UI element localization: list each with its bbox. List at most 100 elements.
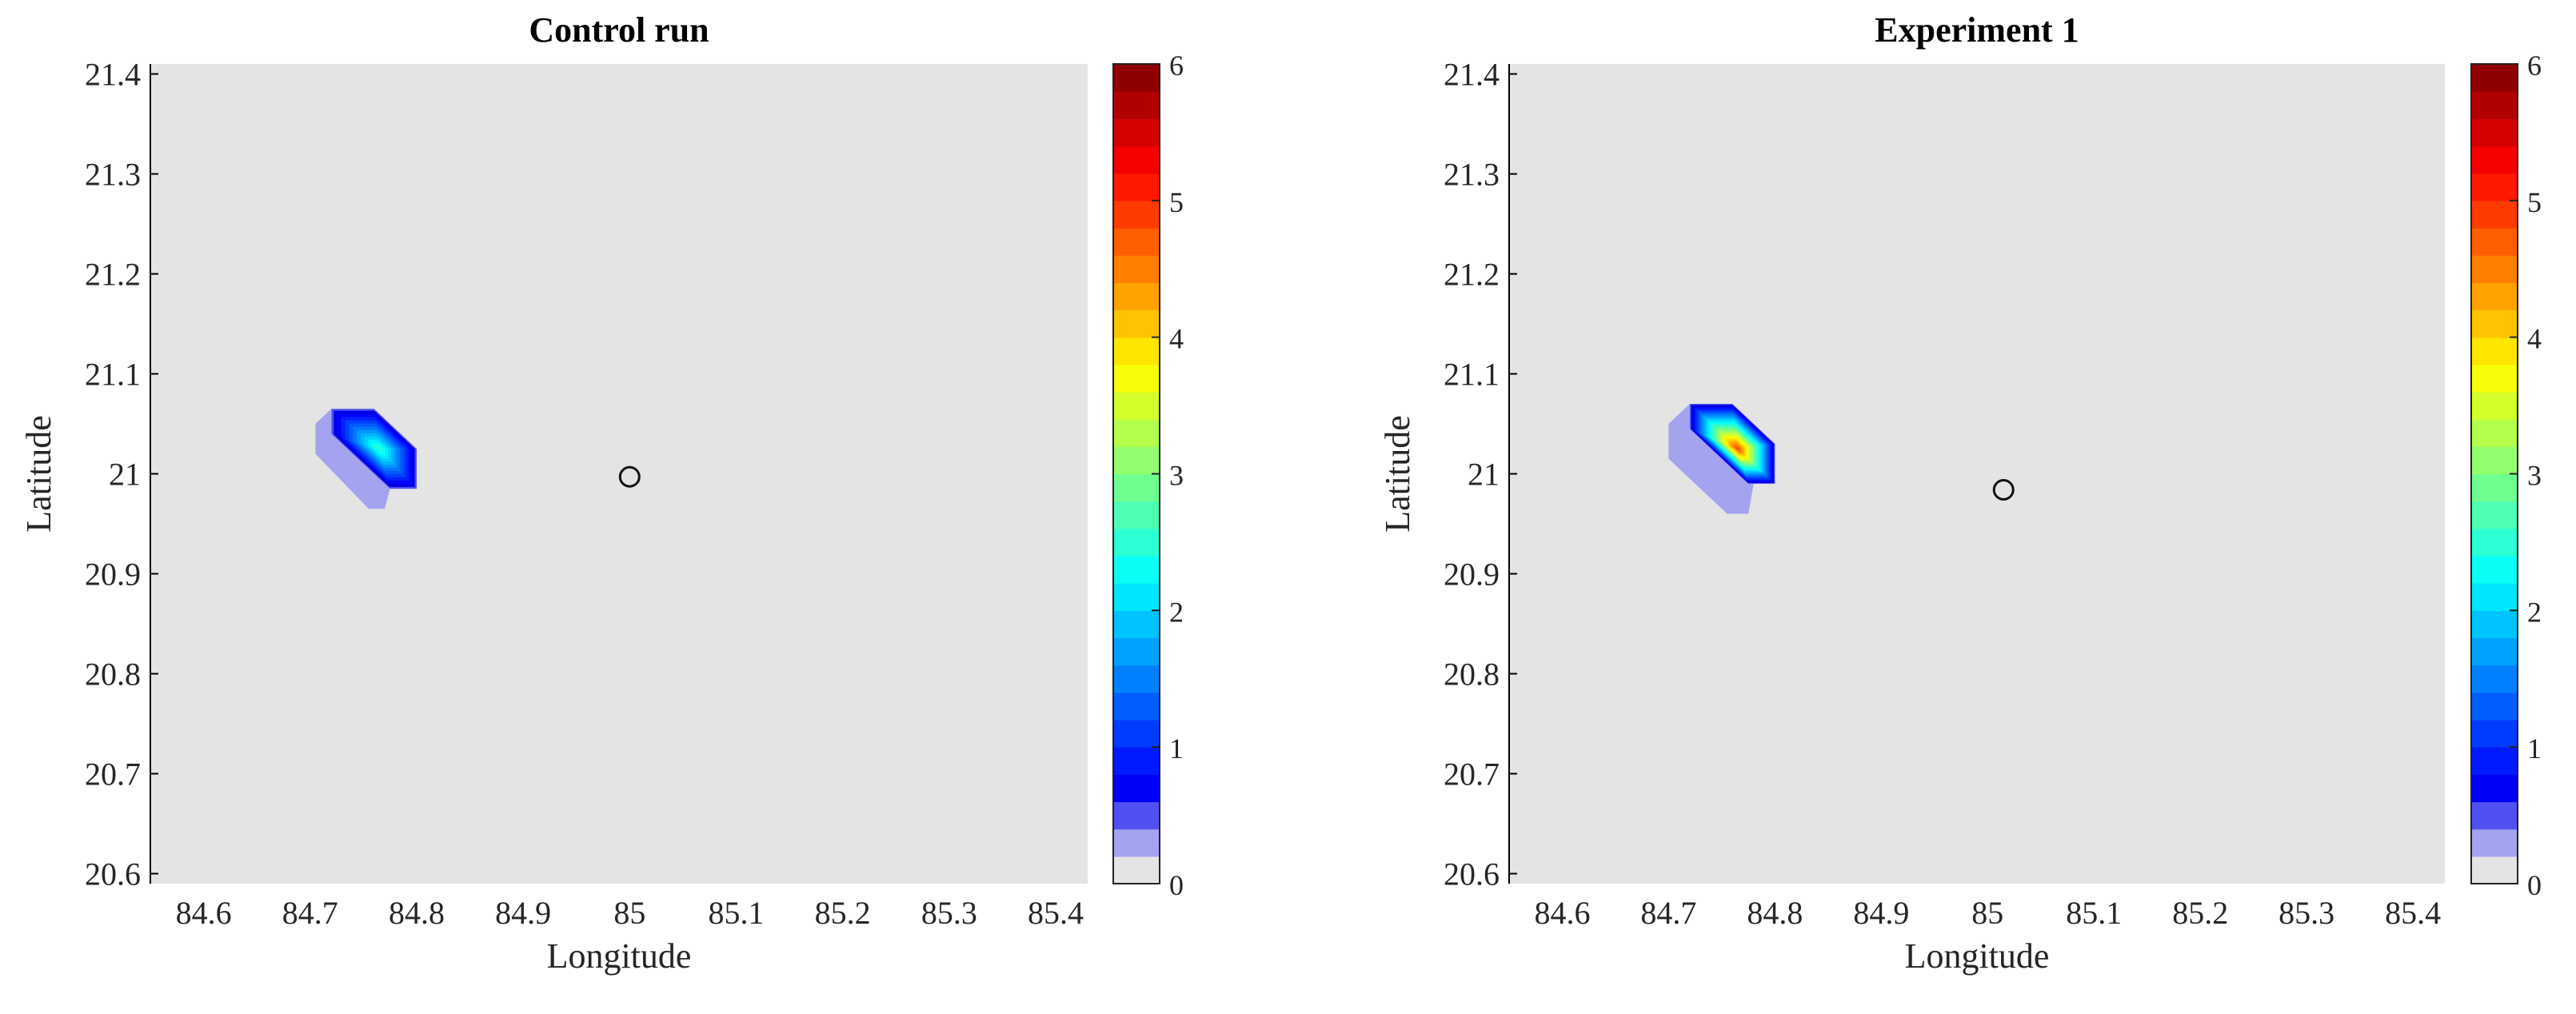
x-tick-label: 84.6: [1534, 895, 1590, 931]
y-tick-label: 21: [109, 457, 141, 493]
colorbar-segment: [1113, 419, 1160, 447]
y-axis-label: Latitude: [1378, 415, 1417, 533]
colorbar-segment: [2471, 118, 2518, 147]
colorbar-segment: [1113, 610, 1160, 639]
colorbar-tick-label: 5: [1169, 186, 1184, 218]
colorbar-segment: [2471, 528, 2518, 557]
colorbar: 0 1 2 3 4 5 6: [1112, 50, 1184, 901]
colorbar-segment: [1113, 637, 1160, 666]
colorbar-tick-label: 4: [1169, 323, 1184, 355]
contour-fringe-region: [315, 409, 390, 509]
colorbar: 0 1 2 3 4 5 6: [2470, 50, 2542, 901]
colorbar-segment: [1113, 392, 1160, 420]
colorbar-segment: [1113, 446, 1160, 475]
colorbar-tick-label: 1: [1169, 733, 1184, 764]
colorbar-tick-label: 5: [2527, 186, 2542, 218]
x-tick-label: 85: [1971, 895, 2003, 931]
colorbar-segment: [2471, 255, 2518, 283]
colorbar-segment: [2471, 556, 2518, 584]
x-tick-label: 84.6: [176, 895, 232, 931]
colorbar-tick-label: 1: [2527, 733, 2542, 764]
colorbar-segment: [1113, 856, 1160, 884]
colorbar-tick-label: 6: [2527, 50, 2542, 82]
colorbar-segment: [2471, 309, 2518, 338]
colorbar-segment: [2471, 774, 2518, 803]
colorbar-segment: [1113, 255, 1160, 283]
colorbar-segment: [1113, 64, 1160, 92]
colorbar-segment: [1113, 583, 1160, 611]
y-tick-label: 21.1: [1444, 357, 1500, 393]
colorbar-segment: [1113, 118, 1160, 147]
x-tick-label: 85.1: [2066, 895, 2122, 931]
colorbar-segment: [2471, 856, 2518, 884]
x-tick-label: 85.3: [921, 895, 977, 931]
colorbar-segment: [1113, 200, 1160, 229]
y-tick-label: 21.1: [85, 357, 141, 393]
x-tick-label: 84.9: [495, 895, 551, 931]
x-tick-label: 85.3: [2278, 895, 2334, 931]
colorbar-segment: [2471, 173, 2518, 202]
colorbar-segment: [2471, 282, 2518, 311]
x-tick-label: 84.8: [389, 895, 445, 931]
colorbar-tick-label: 6: [1169, 50, 1184, 82]
location-marker: [618, 465, 641, 488]
x-tick-label: 84.7: [282, 895, 338, 931]
colorbar-segment: [2471, 146, 2518, 174]
colorbar-segment: [2471, 747, 2518, 775]
colorbar-segment: [2471, 419, 2518, 447]
y-tick-label: 20.8: [85, 657, 141, 693]
colorbar-segment: [2471, 828, 2518, 857]
colorbar-segment: [2471, 501, 2518, 529]
y-tick-label: 21: [1468, 457, 1500, 493]
colorbar-tick-label: 2: [1169, 596, 1184, 628]
x-axis-label: Longitude: [547, 936, 692, 976]
colorbar-segment: [2471, 337, 2518, 365]
contour-fringe-region: [1668, 404, 1754, 514]
contour-field: [315, 409, 417, 509]
colorbar-tick-label: 3: [1169, 460, 1184, 492]
y-tick-label: 20.7: [85, 757, 141, 792]
colorbar-segment: [2471, 692, 2518, 721]
colorbar-segment: [2471, 610, 2518, 639]
colorbar-segment: [2471, 801, 2518, 830]
y-tick-label: 20.7: [1444, 757, 1500, 792]
x-tick-label: 85.2: [2172, 895, 2228, 931]
x-axis-label: Longitude: [1905, 936, 2050, 976]
colorbar-tick-label: 0: [1169, 869, 1184, 901]
x-tick-label: 84.7: [1640, 895, 1696, 931]
colorbar-segment: [2471, 720, 2518, 748]
y-tick-label: 21.4: [85, 57, 141, 93]
y-axis-label: Latitude: [19, 415, 58, 533]
plot-area-background: [1509, 64, 2445, 884]
x-tick-label: 85.4: [2385, 895, 2441, 931]
y-tick-label: 20.9: [85, 557, 141, 593]
colorbar-segment: [1113, 146, 1160, 174]
colorbar-tick-label: 0: [2527, 869, 2542, 901]
colorbar-tick-label: 3: [2527, 460, 2542, 492]
x-tick-label: 84.8: [1747, 895, 1803, 931]
colorbar-segment: [1113, 337, 1160, 365]
colorbar-segment: [1113, 801, 1160, 830]
colorbar-segment: [2471, 364, 2518, 393]
colorbar-segment: [1113, 501, 1160, 529]
colorbar-segment: [1113, 473, 1160, 502]
x-tick-label: 85: [613, 895, 645, 931]
colorbar-segment: [2471, 64, 2518, 92]
x-tick-label: 85.2: [815, 895, 871, 931]
x-tick-label: 85.4: [1028, 895, 1084, 931]
colorbar-segment: [1113, 309, 1160, 338]
colorbar-segment: [2471, 583, 2518, 611]
chart-title: Control run: [529, 10, 709, 50]
y-tick-label: 20.6: [1444, 856, 1500, 892]
y-tick-label: 20.6: [85, 856, 141, 892]
colorbar-segment: [1113, 282, 1160, 311]
chart-title: Experiment 1: [1875, 10, 2079, 50]
plot-area-background: [150, 64, 1088, 884]
contour-field: [1668, 404, 1775, 514]
y-tick-label: 21.2: [85, 257, 141, 293]
chart-panel-1: 84.6 84.7 84.8 84.9 85 85.1 85.2 85.3 85.420.620…: [19, 10, 1184, 976]
contour-level-12: [376, 445, 382, 452]
colorbar-tick-label: 4: [2527, 323, 2542, 355]
colorbar-segment: [1113, 747, 1160, 775]
